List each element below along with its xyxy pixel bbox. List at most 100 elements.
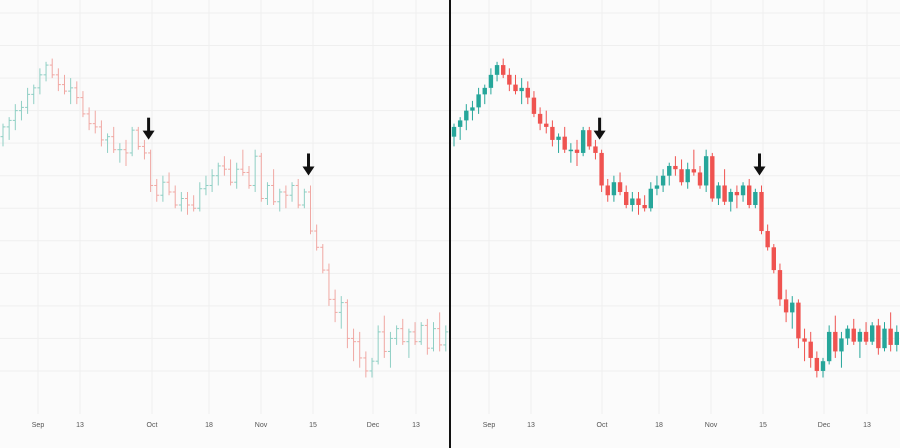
candle-body [562,136,567,150]
candle-body [580,130,586,153]
down-arrow-icon [593,117,606,140]
chart-panel-2: Sep 13 Oct 18 Nov 15 Dec 13 [451,0,900,448]
candle [722,169,727,205]
candle [839,331,844,368]
candle-body [482,87,487,95]
ohlc-bar [209,169,215,192]
ohlc-bar [160,175,166,202]
candle-body [703,156,709,186]
ohlc-bar [135,126,141,150]
ohlc-bar [74,81,80,105]
candle-body [667,165,672,176]
candle [796,299,801,349]
candle [820,357,826,378]
x-tick-label: 15 [309,422,317,429]
ohlc-bar [234,162,240,189]
candle-body [593,146,598,153]
candle-body [796,302,801,339]
x-tick-label: Nov [705,422,718,429]
candle [814,351,820,378]
candle [537,107,543,131]
candle-body [476,94,481,108]
candle [759,185,764,235]
candle-body [642,205,647,209]
candle [716,182,721,205]
ohlc-bar [277,188,283,212]
x-tick-label: 13 [863,422,871,429]
candle [691,149,697,176]
candle [685,162,690,189]
ohlc-bar [148,149,154,192]
ohlc-bar [381,315,387,358]
x-tick-label: 18 [655,422,663,429]
candle-body [648,188,653,209]
x-tick-label: 13 [412,422,420,429]
chart-panel-1: Sep 13 Oct 18 Nov 15 Dec 13 [0,0,449,448]
ohlc-bar [141,139,147,160]
ohlc-bar [308,185,313,235]
candle-body [599,152,604,186]
candle-body [605,185,610,196]
ohlc-bar [295,178,301,209]
candle [771,244,776,274]
down-arrow-head [593,130,606,140]
ohlc-bar [424,318,430,355]
ohlc-bar [215,162,221,186]
candle-body [833,331,838,352]
candle [476,87,481,114]
ohlc-bar [172,185,178,209]
ohlc-bar [43,61,49,82]
x-tick-label: Oct [597,422,608,429]
ohlc-bar [412,322,418,345]
candle-body [826,331,832,362]
candle [636,191,641,215]
candle [580,126,586,157]
ohlc-bar [326,263,332,306]
candle [870,322,875,345]
candle [562,126,567,153]
candle-body [519,87,524,92]
candle [851,318,856,345]
ohlc-bar [400,318,406,345]
candle-body [790,302,795,313]
ohlc-bar [117,143,123,163]
ohlc-bar [314,224,320,251]
down-arrow-head [142,130,155,140]
ohlc-bar [437,312,443,352]
candle-body [550,126,555,140]
candle [703,149,709,192]
x-tick-label: Oct [147,422,158,429]
ohlc-bar [301,188,307,209]
candle-body [451,126,457,137]
candle [525,81,530,105]
ohlc-bar [31,84,37,105]
candle-body [808,341,813,358]
ohlc-bar [178,191,184,212]
x-tick-label: Nov [255,422,268,429]
down-arrow-icon [142,117,155,140]
candle [574,139,580,166]
x-tick-label: 13 [76,422,84,429]
candle-body [740,185,746,196]
candle [734,185,740,209]
candle-body [464,110,469,121]
candle-body [882,328,887,349]
candle-body [894,331,899,345]
candle [587,126,592,150]
candle [464,104,469,131]
candle [747,178,752,209]
candle-body [771,247,776,271]
x-tick-label: Dec [818,422,831,429]
candle-body [525,87,530,98]
candle-body [845,328,850,339]
ohlc-bar [191,195,197,212]
candle [488,68,494,95]
x-tick-label: 13 [527,422,535,429]
candle-body [513,84,518,92]
ohlc-bar [363,351,369,378]
ohlc-bar [203,175,209,196]
candle-body [556,136,561,140]
ohlc-bar [375,325,381,365]
down-arrow-icon [753,153,766,176]
candle-body [697,172,703,186]
